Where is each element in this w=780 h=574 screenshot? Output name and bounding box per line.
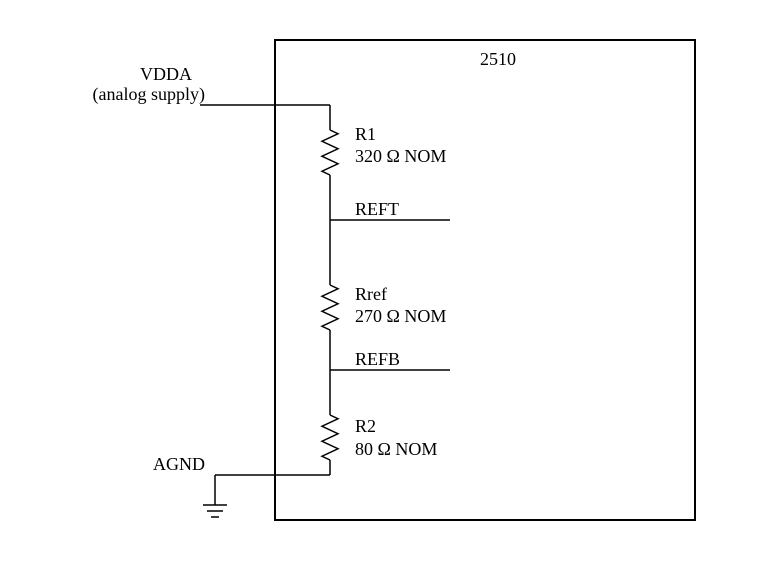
refb-label: REFB bbox=[355, 349, 400, 369]
rref-name: Rref bbox=[355, 284, 387, 304]
rref-value: 270 Ω NOM bbox=[355, 306, 446, 326]
resistor-rref: Rref 270 Ω NOM bbox=[322, 284, 446, 330]
r1-value: 320 Ω NOM bbox=[355, 146, 446, 166]
vdda-sublabel: (analog supply) bbox=[93, 84, 205, 105]
chip-label: 2510 bbox=[480, 49, 516, 69]
vdda-label: VDDA bbox=[140, 64, 192, 84]
agnd-label: AGND bbox=[153, 454, 205, 474]
resistor-r1: R1 320 Ω NOM bbox=[322, 124, 446, 175]
reft-label: REFT bbox=[355, 199, 399, 219]
r2-value: 80 Ω NOM bbox=[355, 439, 437, 459]
r2-name: R2 bbox=[355, 416, 376, 436]
r1-name: R1 bbox=[355, 124, 376, 144]
ground-symbol bbox=[203, 505, 227, 517]
circuit-diagram: 2510 VDDA (analog supply) R1 320 Ω NOM R… bbox=[0, 0, 780, 574]
resistor-r2: R2 80 Ω NOM bbox=[322, 415, 437, 460]
